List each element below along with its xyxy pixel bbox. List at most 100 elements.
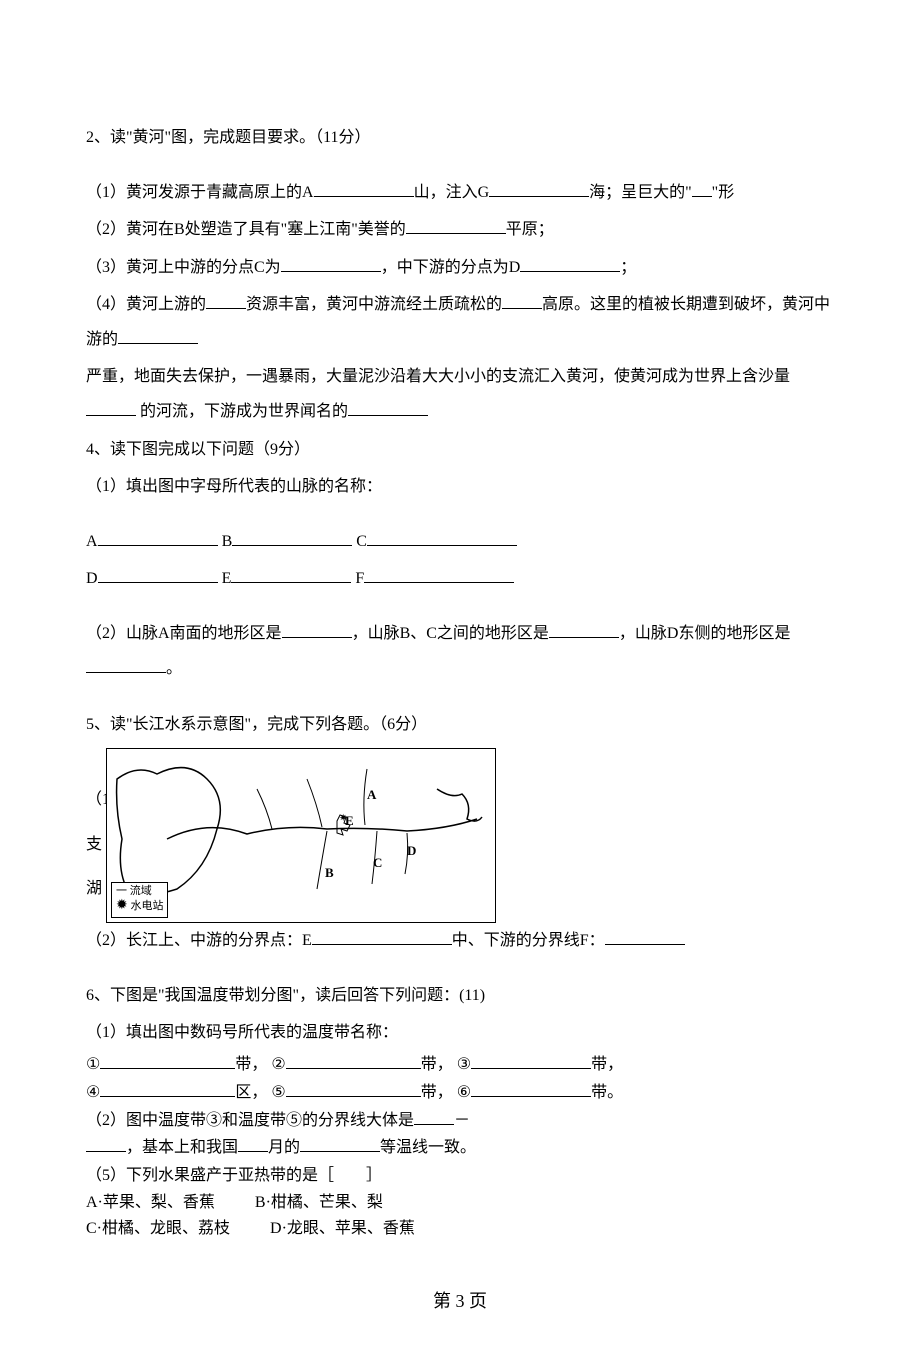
map-label-e: E <box>345 807 354 836</box>
blank[interactable] <box>232 530 352 546</box>
q2-p4: （4）黄河上游的资源丰富，黄河中游流经土质疏松的高原。这里的植被长期遭到破坏，黄… <box>86 287 834 357</box>
option-b[interactable]: B·柑橘、芒果、梨 <box>255 1190 383 1216</box>
blank[interactable] <box>348 400 428 416</box>
option-d[interactable]: D·龙眼、苹果、香蕉 <box>270 1216 415 1242</box>
blank[interactable] <box>238 1136 268 1152</box>
suffix: 带， <box>421 1084 453 1101</box>
legend-text-1: 流域 <box>130 885 152 897</box>
blank[interactable] <box>98 567 218 583</box>
q4-p2: （2）山脉A南面的地形区是 ，山脉B、C之间的地形区是 ，山脉D东侧的地形区是。 <box>86 616 834 686</box>
q6-nums-row1: ①带， ②带， ③带， <box>86 1052 834 1078</box>
text: ； <box>620 259 636 276</box>
map-label-b: B <box>325 859 334 888</box>
blank[interactable] <box>692 181 712 197</box>
map-label-c: C <box>373 849 382 878</box>
blank[interactable] <box>471 1081 591 1097</box>
legend-line: 一 <box>116 885 127 897</box>
blank[interactable] <box>605 929 685 945</box>
blank[interactable] <box>414 1109 454 1125</box>
suffix: 带， <box>591 1056 623 1073</box>
blank[interactable] <box>231 567 351 583</box>
blank[interactable] <box>118 328 198 344</box>
label-d: D <box>86 570 98 587</box>
num-2: ② <box>271 1052 285 1078</box>
blank[interactable] <box>314 181 414 197</box>
label-f: F <box>355 570 364 587</box>
text: （1）黄河发源于青藏高原上的A <box>86 184 314 201</box>
blank[interactable] <box>86 400 136 416</box>
q6-p1: （1）填出图中数码号所代表的温度带名称： <box>86 1015 834 1050</box>
blank[interactable] <box>364 567 514 583</box>
changjiang-map: ✷ A B C D E 一 流域 ✹ 水电站 <box>106 748 496 923</box>
blank[interactable] <box>300 1136 380 1152</box>
suffix: 带。 <box>591 1084 623 1101</box>
text: 月的 <box>268 1139 300 1156</box>
text: ，山脉D东侧的地形区是 <box>619 625 791 642</box>
option-a[interactable]: A·苹果、梨、香蕉 <box>86 1190 215 1216</box>
map-label-a: A <box>367 781 376 810</box>
text: － <box>454 1112 470 1129</box>
text: （2）山脉A南面的地形区是 <box>86 625 282 642</box>
blank[interactable] <box>281 256 381 272</box>
blank[interactable] <box>98 530 218 546</box>
q4-title: 4、读下图完成以下问题（9分） <box>86 432 834 467</box>
q5-map-wrap: （1 支 湖 ✷ A B C D E 一 流域 ✹ 水电站 <box>86 748 834 923</box>
q4-labels-row1: A B C <box>86 524 834 559</box>
blank[interactable] <box>86 1136 126 1152</box>
text: ，基本上和我国 <box>126 1139 238 1156</box>
suffix: 区， <box>235 1084 267 1101</box>
blank[interactable] <box>471 1053 591 1069</box>
q6-p2: （2）图中温度带③和温度带⑤的分界线大体是 － <box>86 1108 834 1134</box>
blank[interactable] <box>502 293 542 309</box>
text: 。 <box>166 660 182 677</box>
num-4: ④ <box>86 1080 100 1106</box>
q4-p1: （1）填出图中字母所代表的山脉的名称： <box>86 469 834 504</box>
text: 海；呈巨大的" <box>589 184 692 201</box>
label-c: C <box>356 533 367 550</box>
blank[interactable] <box>367 530 517 546</box>
text: 平原； <box>506 221 554 238</box>
text: （2）图中温度带③和温度带⑤的分界线大体是 <box>86 1112 414 1129</box>
blank[interactable] <box>489 181 589 197</box>
suffix: 带， <box>421 1056 453 1073</box>
num-3: ③ <box>457 1052 471 1078</box>
page-footer: 第 3 页 <box>86 1282 834 1322</box>
blank[interactable] <box>286 1053 421 1069</box>
label-e: E <box>222 570 232 587</box>
blank[interactable] <box>86 657 166 673</box>
num-5: ⑤ <box>271 1080 285 1106</box>
map-label-d: D <box>407 837 416 866</box>
q6-title: 6、下图是"我国温度带划分图"，读后回答下列问题：(11) <box>86 978 834 1013</box>
q6-p2-line2: ，基本上和我国 月的 等温线一致。 <box>86 1135 834 1161</box>
q6-options-row2: C·柑橘、龙眼、荔枝 D·龙眼、苹果、香蕉 <box>86 1216 834 1242</box>
blank[interactable] <box>100 1081 235 1097</box>
q4-labels-row2: D E F <box>86 561 834 596</box>
blank[interactable] <box>286 1081 421 1097</box>
option-c[interactable]: C·柑橘、龙眼、荔枝 <box>86 1216 230 1242</box>
q2-p1: （1）黄河发源于青藏高原上的A山，注入G海；呈巨大的""形 <box>86 175 834 210</box>
text: （2）黄河在B处塑造了具有"塞上江南"美誉的 <box>86 221 406 238</box>
q6-nums-row2: ④ 区， ⑤ 带， ⑥ 带。 <box>86 1080 834 1106</box>
blank[interactable] <box>406 218 506 234</box>
q6-options-row1: A·苹果、梨、香蕉 B·柑橘、芒果、梨 <box>86 1190 834 1216</box>
blank[interactable] <box>520 256 620 272</box>
blank[interactable] <box>206 293 246 309</box>
num-6: ⑥ <box>457 1080 471 1106</box>
q6-p5: （5）下列水果盛产于亚热带的是［ ］ <box>86 1163 834 1189</box>
blank[interactable] <box>549 622 619 638</box>
q2-title: 2、读"黄河"图，完成题目要求。（11分） <box>86 120 834 155</box>
blank[interactable] <box>312 929 452 945</box>
text: ，山脉B、C之间的地形区是 <box>352 625 549 642</box>
blank[interactable] <box>282 622 352 638</box>
text: 等温线一致。 <box>380 1139 476 1156</box>
q5-title: 5、读"长江水系示意图"，完成下列各题。（6分） <box>86 707 834 742</box>
star-icon: ✹ <box>116 898 128 913</box>
q2-p2: （2）黄河在B处塑造了具有"塞上江南"美誉的 平原； <box>86 212 834 247</box>
map-legend: 一 流域 ✹ 水电站 <box>111 882 168 918</box>
q5-p2: （2）长江上、中游的分界点：E中、下游的分界线F： <box>86 923 834 958</box>
num-1: ① <box>86 1052 100 1078</box>
q2-p3: （3）黄河上中游的分点C为，中下游的分点为D； <box>86 250 834 285</box>
blank[interactable] <box>100 1053 235 1069</box>
text: （2）长江上、中游的分界点：E <box>86 932 312 949</box>
suffix: 带， <box>235 1056 267 1073</box>
